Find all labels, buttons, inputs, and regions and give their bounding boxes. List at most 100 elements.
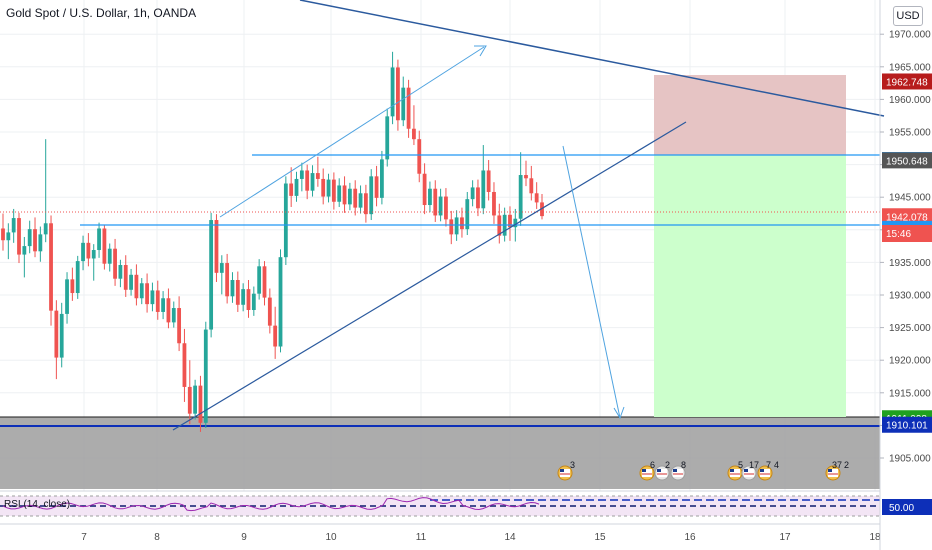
price-tag: 1962.748 [882, 73, 932, 90]
candle [166, 288, 171, 329]
event-count-label: 3 [570, 460, 575, 470]
candle [433, 180, 438, 222]
event-flag-icon[interactable] [654, 465, 670, 481]
event-count-label: 7 [766, 460, 771, 470]
candle [118, 259, 123, 288]
candle [476, 179, 480, 217]
candle [534, 182, 539, 209]
event-count-label: 5 [738, 460, 743, 470]
rsi-line [2, 497, 540, 512]
countdown-tag [882, 225, 932, 242]
candle [241, 283, 246, 312]
candle [438, 188, 443, 222]
rsi-pane[interactable] [0, 490, 880, 521]
event-flag-icon[interactable] [557, 465, 573, 481]
candle [27, 220, 32, 254]
down-projection-arrow[interactable] [562, 145, 625, 420]
candle [337, 178, 342, 207]
candle [540, 193, 544, 220]
price-tick-label: 1945.000 [889, 193, 931, 204]
time-tick-label: 16 [684, 532, 696, 543]
descending-trendline[interactable] [299, 0, 885, 117]
price-tag: 1910.101 [882, 416, 932, 433]
event-flag-icon[interactable] [825, 465, 841, 481]
candle [278, 249, 283, 353]
event-flag-icon[interactable] [639, 465, 655, 481]
ascending-trendline[interactable] [172, 121, 687, 431]
event-count-label: 37 [832, 460, 842, 470]
candle [465, 191, 470, 236]
candle [289, 167, 294, 207]
time-axis[interactable]: 7 8 9 10 11 14 15 16 17 18 [81, 532, 881, 543]
candle [315, 156, 320, 187]
candle [390, 51, 395, 125]
price-tick-label: 1915.000 [889, 388, 931, 399]
candle [177, 296, 182, 352]
currency-button[interactable]: USD [893, 6, 923, 26]
price-tag: 1950.648 [882, 152, 932, 169]
candle [145, 273, 149, 313]
candle [326, 173, 331, 203]
time-tick-label: 7 [81, 532, 87, 543]
candle [150, 282, 155, 312]
price-tick-label: 1930.000 [889, 291, 931, 302]
candle [59, 302, 64, 368]
candle [22, 236, 27, 278]
up-projection-arrow[interactable] [219, 45, 487, 218]
candle [97, 222, 101, 258]
candle [246, 280, 251, 318]
chart-title: Gold Spot / U.S. Dollar, 1h, OANDA [6, 6, 197, 20]
candle [492, 182, 496, 224]
candle [401, 76, 406, 127]
candle [524, 160, 528, 187]
candle [70, 267, 75, 301]
candle [102, 224, 107, 270]
candle [353, 180, 358, 216]
candle [209, 212, 214, 338]
candle [6, 223, 11, 260]
price-tick-label: 1920.000 [889, 356, 931, 367]
event-flag-icon[interactable] [757, 465, 773, 481]
event-flag-icon[interactable] [741, 465, 757, 481]
time-tick-label: 9 [241, 532, 247, 543]
price-tick-label: 1905.000 [889, 454, 931, 465]
price-tick-label: 1960.000 [889, 95, 931, 106]
candle [347, 182, 352, 211]
candle [139, 278, 144, 305]
time-tick-label: 15 [594, 532, 606, 543]
candle [406, 79, 411, 138]
price-axis[interactable]: 1905.0001910.0001915.0001920.0001925.000… [880, 30, 931, 465]
price-tag-label: 1950.648 [886, 156, 928, 167]
candle [262, 261, 267, 306]
candle [193, 379, 198, 420]
candle [358, 185, 363, 214]
candle [374, 165, 379, 207]
candle [33, 217, 37, 258]
event-flag-icon[interactable] [670, 465, 686, 481]
event-count-label: 8 [681, 460, 686, 470]
candle [321, 168, 326, 205]
candle [267, 288, 272, 334]
event-count-label: 2 [665, 460, 670, 470]
price-tag-label: 1962.748 [886, 77, 928, 88]
take-profit-zone[interactable] [654, 155, 846, 417]
event-count-label: 6 [650, 460, 655, 470]
candle [182, 328, 187, 402]
candle [251, 286, 256, 316]
candle [369, 169, 374, 221]
event-count-label: 2 [844, 460, 849, 470]
candle [283, 176, 288, 266]
event-markers[interactable]: 3 6 2 8 5 17 7 4 37 2 [557, 460, 849, 481]
price-tag: 1942.078 [882, 208, 932, 225]
candle [363, 184, 368, 223]
candle [75, 255, 80, 299]
rsi-indicator-label[interactable]: RSI (14, close) [4, 499, 71, 510]
candle [486, 160, 491, 201]
candle [417, 130, 422, 183]
candle [449, 210, 454, 245]
candle [412, 105, 416, 146]
candle [305, 164, 310, 200]
stop-loss-zone[interactable] [654, 75, 846, 155]
price-tag-label: 1910.101 [886, 421, 928, 432]
